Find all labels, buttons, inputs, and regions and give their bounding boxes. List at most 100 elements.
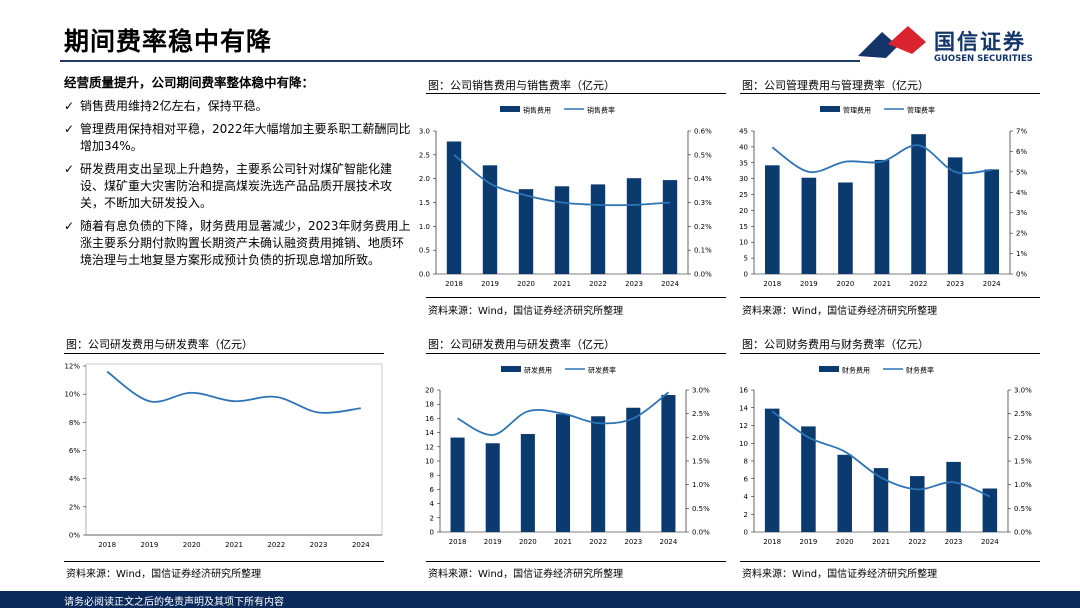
right-tick-label: 2.5%: [1014, 410, 1032, 418]
x-tick-label: 2019: [800, 280, 818, 288]
check-icon: ✓: [64, 219, 75, 233]
x-tick-label: 2020: [837, 280, 855, 288]
sales-source-rule: [426, 297, 726, 298]
legend-bar-swatch: [820, 106, 840, 112]
left-tick-label: 0.5: [419, 247, 430, 255]
left-tick-label: 4: [744, 493, 749, 501]
left-tick-label: 8: [430, 472, 434, 480]
rd-title-rule: [426, 353, 726, 354]
rd-chart-title: 图：公司研发费用与研发费率（亿元）: [428, 338, 615, 351]
bullet-finance: ✓ 随着有息负债的下降，财务费用显著减少，2023年财务费用上涨主要系分期付款购置…: [64, 218, 414, 269]
right-tick-label: 3.0%: [692, 387, 710, 395]
left-tick-label: 8: [744, 458, 748, 466]
legend-line-label: 研发费率: [588, 366, 616, 375]
bar-2018: [446, 141, 462, 274]
bar-2021: [555, 414, 571, 532]
left-tick-label: 0: [430, 529, 434, 537]
right-tick-label: 1%: [1016, 250, 1027, 258]
bar-2019: [485, 443, 500, 532]
left-tick-label: 0.0: [419, 271, 430, 279]
x-tick-label: 2020: [517, 280, 535, 288]
left-tick-label: 6%: [69, 447, 80, 455]
bar-2019: [482, 165, 498, 274]
title-underline: [60, 60, 860, 62]
bar-2018: [764, 408, 780, 532]
bar-2018: [450, 437, 465, 532]
bar-2023: [946, 461, 961, 532]
right-tick-label: 5%: [1016, 168, 1027, 176]
x-tick-label: 2019: [481, 280, 499, 288]
left-tick-label: 12%: [64, 363, 80, 371]
check-icon: ✓: [64, 99, 75, 113]
x-tick-label: 2024: [660, 538, 678, 546]
bar-2020: [518, 189, 534, 274]
left-tick-label: 25: [739, 191, 748, 199]
right-tick-label: 0%: [1016, 271, 1027, 279]
x-tick-label: 2021: [225, 541, 243, 549]
bar-2022: [590, 184, 606, 274]
right-tick-label: 0.0%: [1014, 529, 1032, 537]
bullet-admin: ✓ 管理费用保持相对平稳，2022年大幅增加主要系职工薪酬同比增加34%。: [64, 121, 414, 155]
left-tick-label: 45: [739, 128, 748, 136]
x-tick-label: 2018: [763, 280, 781, 288]
bar-2019: [801, 426, 816, 532]
x-tick-label: 2023: [945, 538, 963, 546]
left-tick-label: 2%: [69, 503, 80, 511]
legend-bar-label: 财务费用: [842, 366, 870, 375]
legend-bar-swatch: [501, 366, 521, 372]
legend-bar-label: 研发费用: [524, 366, 552, 375]
x-tick-label: 2022: [589, 280, 607, 288]
bullet-text: 随着有息负债的下降，财务费用显著减少，2023年财务费用上涨主要系分期付款购置长…: [80, 219, 411, 267]
right-tick-label: 0.0%: [692, 529, 710, 537]
left-tick-label: 20: [425, 387, 434, 395]
bar-2020: [838, 182, 853, 274]
x-tick-label: 2021: [872, 538, 890, 546]
left-tick-label: 6: [744, 475, 749, 483]
guosen-logo: 国信证券 GUOSEN SECURITIES: [858, 24, 1038, 68]
x-tick-label: 2020: [183, 541, 201, 549]
left-tick-label: 15: [739, 223, 748, 231]
bar-2022: [910, 476, 925, 532]
left-tick-label: 0%: [69, 532, 80, 540]
series-line: [453, 154, 671, 207]
x-tick-label: 2023: [624, 538, 642, 546]
x-tick-label: 2018: [449, 538, 467, 546]
x-tick-label: 2021: [553, 280, 571, 288]
x-tick-label: 2022: [589, 538, 607, 546]
x-tick-label: 2020: [836, 538, 854, 546]
bar-2022: [911, 134, 926, 274]
x-tick-label: 2019: [484, 538, 502, 546]
admin-source-rule: [740, 297, 1040, 298]
left-tick-label: 5: [744, 255, 748, 263]
right-tick-label: 0.6%: [694, 128, 712, 136]
series-line: [106, 370, 361, 414]
bar-2024: [661, 394, 676, 532]
x-tick-label: 2022: [910, 280, 928, 288]
rd-chart: 0 2 4 6 8 10 12 14 16 18 20 0.0% 0.5% 1.0% 1.5% 2.0% 2.5…: [425, 366, 710, 547]
right-tick-label: 0.5%: [1014, 505, 1032, 513]
series-line: [771, 144, 992, 175]
right-tick-label: 0.5%: [694, 151, 712, 159]
sales-title-rule: [426, 93, 726, 94]
bullet-text: 管理费用保持相对平稳，2022年大幅增加主要系职工薪酬同比增加34%。: [80, 122, 411, 153]
left-tick-label: 16: [739, 387, 748, 395]
left-tick-label: 3.0: [419, 128, 430, 136]
fin-source-rule: [740, 561, 1040, 562]
bar-2021: [873, 468, 889, 532]
left-tick-label: 8%: [69, 419, 80, 427]
guosen-logo-mark-icon: [858, 26, 926, 58]
x-tick-label: 2024: [983, 280, 1001, 288]
right-tick-label: 7%: [1016, 128, 1027, 136]
bar-2024: [984, 169, 1000, 274]
bar-2021: [554, 186, 570, 274]
left-tick-label: 0: [744, 529, 748, 537]
bar-2024: [662, 180, 678, 274]
left-tick-label: 10: [739, 239, 748, 247]
x-tick-label: 2024: [352, 541, 370, 549]
fin-chart-source: 资料来源：Wind，国信证券经济研究所整理: [742, 569, 938, 580]
left-tick-label: 2: [744, 511, 748, 519]
right-tick-label: 1.5%: [1014, 458, 1032, 466]
left-tick-label: 10: [739, 440, 748, 448]
left-tick-label: 4: [430, 500, 435, 508]
right-tick-label: 3%: [1016, 209, 1027, 217]
